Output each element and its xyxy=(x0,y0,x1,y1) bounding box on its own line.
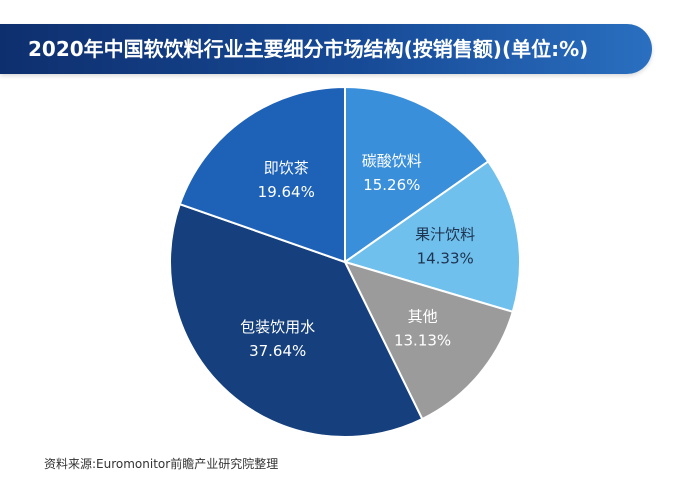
slice-value-label-0: 15.26% xyxy=(363,176,420,194)
chart-title: 2020年中国软饮料行业主要细分市场结构(按销售额)(单位:%) xyxy=(28,37,589,61)
pie-slice-2 xyxy=(343,260,515,421)
slice-value-label-3: 37.64% xyxy=(249,342,306,360)
pie-slice-3 xyxy=(169,202,424,438)
slice-category-label-0: 碳酸饮料 xyxy=(362,152,422,170)
slice-category-label-2: 其他 xyxy=(408,307,438,325)
pie-labels: 碳酸饮料 15.26% 果汁饮料 14.33% 其他 13.13% 包装饮用水 37.64% 即… xyxy=(240,152,475,360)
slice-value-label-2: 13.13% xyxy=(394,331,451,349)
source-note: 资料来源:Euromonitor前瞻产业研究院整理 xyxy=(44,457,279,471)
pie-slice-0 xyxy=(344,85,490,264)
pie-slices xyxy=(169,85,521,438)
pie-slice-4 xyxy=(178,85,346,264)
slice-value-label-1: 14.33% xyxy=(417,250,474,268)
slice-category-label-3: 包装饮用水 xyxy=(240,318,315,336)
title-banner: 2020年中国软饮料行业主要细分市场结构(按销售额)(单位:%) xyxy=(0,24,652,74)
slice-value-label-4: 19.64% xyxy=(258,183,315,201)
slice-category-label-4: 即饮茶 xyxy=(264,159,309,177)
slice-category-label-1: 果汁饮料 xyxy=(415,226,475,244)
